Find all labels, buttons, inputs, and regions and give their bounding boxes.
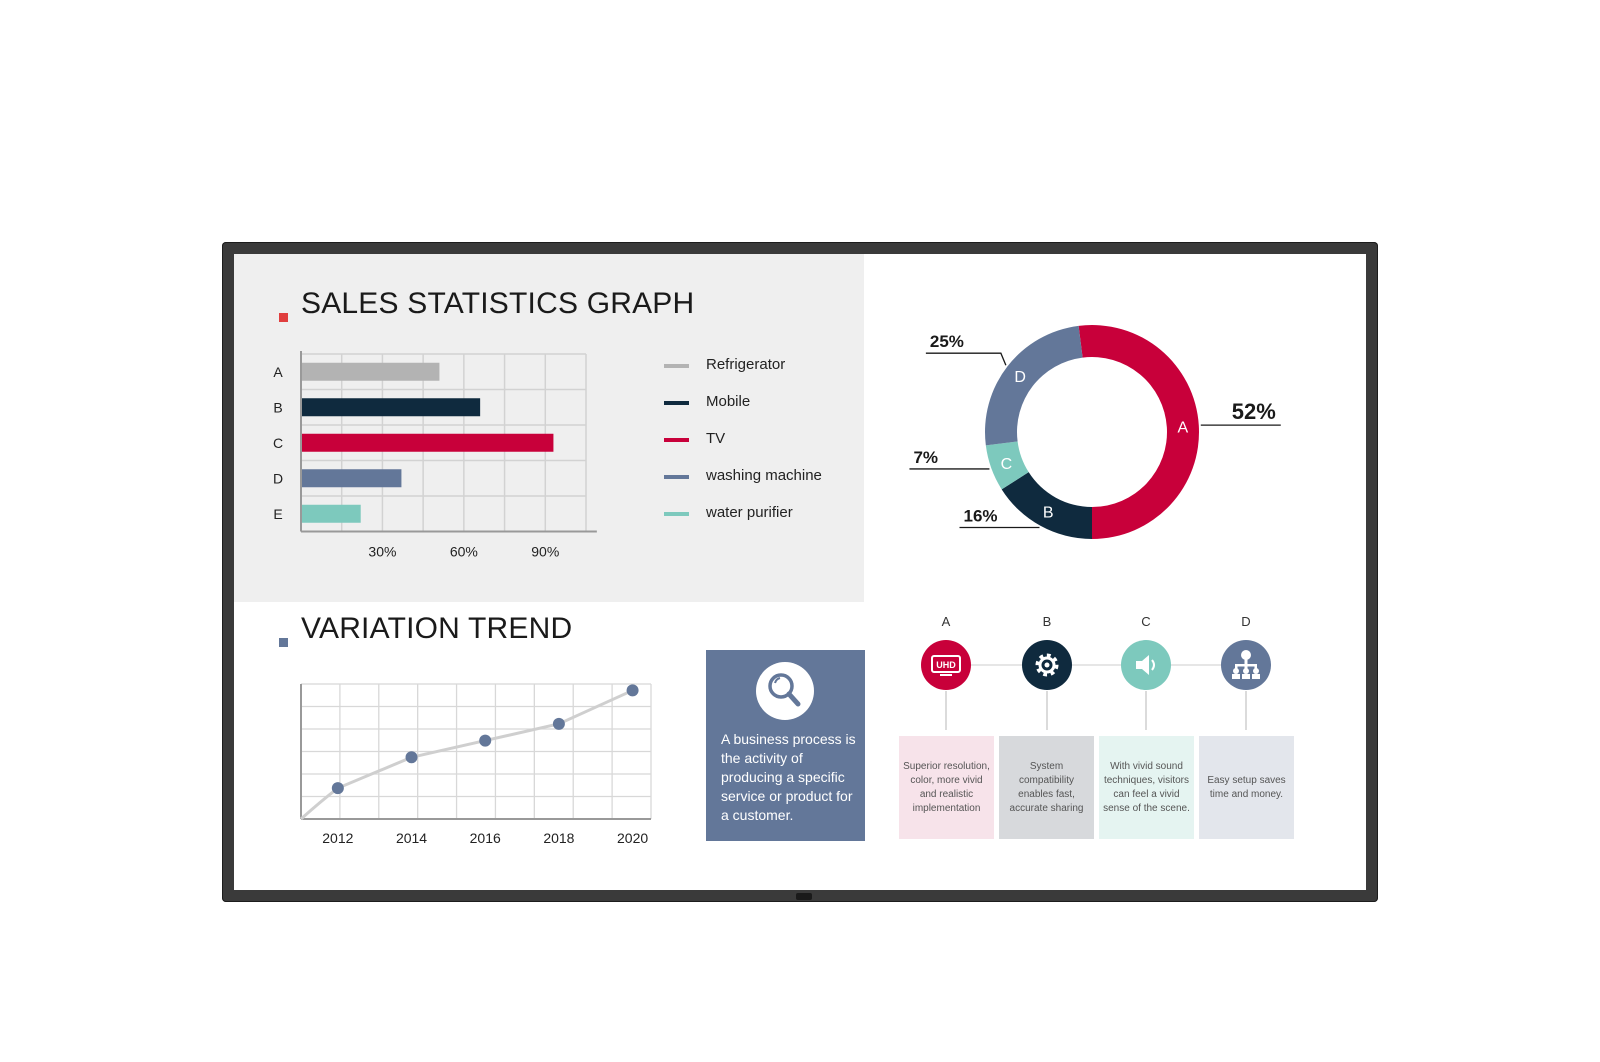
trend-title: VARIATION TREND — [301, 612, 573, 645]
trend-title-marker — [279, 638, 288, 647]
feature-connector-lines — [945, 664, 1247, 730]
speaker-icon — [1121, 640, 1171, 690]
uhd-icon-text: UHD — [936, 660, 956, 670]
legend-label-washing-machine: washing machine — [706, 467, 822, 484]
magnifier-icon — [756, 662, 814, 720]
donut-slice-b — [1001, 472, 1092, 539]
donut-slice-label: C — [1001, 456, 1013, 473]
legend-label-mobile: Mobile — [706, 393, 751, 410]
sales-bar-chart: A B C D E 30% 60% 90% — [273, 351, 597, 560]
bar-c — [302, 433, 554, 452]
trend-point-2012 — [331, 782, 344, 795]
trend-series-line — [299, 689, 634, 821]
sales-title-marker — [279, 313, 288, 322]
donut-value-label: 7% — [913, 448, 938, 467]
trend-point-2020 — [626, 684, 639, 697]
bar-x-tick-label: 60% — [450, 544, 478, 560]
sales-title: SALES STATISTICS GRAPH — [301, 287, 695, 320]
donut-slice-c — [985, 441, 1029, 490]
network-icon — [1221, 640, 1271, 690]
trend-point-2014 — [405, 751, 418, 764]
sales-legend: Refrigerator Mobile TV washing machine w… — [664, 354, 864, 539]
info-text: A business process is the activity of pr… — [721, 731, 856, 823]
feature-letter-c: C — [1141, 614, 1151, 629]
legend-swatch-mobile — [664, 401, 689, 405]
feature-letter-d: D — [1241, 614, 1251, 629]
bar-a — [302, 362, 440, 381]
donut-slice-label: D — [1014, 369, 1026, 386]
legend-item-water-purifier: water purifier — [664, 502, 864, 539]
uhd-icon: UHD — [921, 640, 971, 690]
legend-item-refrigerator: Refrigerator — [664, 354, 864, 391]
trend-x-tick-label: 2020 — [617, 830, 648, 846]
legend-swatch-washing-machine — [664, 475, 689, 479]
bar-category-label: D — [273, 470, 283, 486]
trend-x-tick-label: 2018 — [543, 830, 574, 846]
gear-icon — [1022, 640, 1072, 690]
bar-b — [302, 398, 481, 417]
bar-x-tick-label: 90% — [531, 544, 559, 560]
trend-x-tick-label: 2014 — [396, 830, 427, 846]
legend-label-refrigerator: Refrigerator — [706, 356, 786, 373]
feature-card-a: Superior resolution, color, more vivid a… — [899, 736, 994, 839]
donut-slice-label: A — [1177, 419, 1188, 436]
trend-x-tick-label: 2016 — [470, 830, 501, 846]
legend-item-mobile: Mobile — [664, 391, 864, 428]
bar-e — [302, 504, 361, 523]
sales-panel-background — [234, 254, 864, 602]
trend-point-2016 — [479, 734, 492, 747]
info-box: A business process is the activity of pr… — [706, 650, 865, 841]
trend-x-tick-label: 2012 — [322, 830, 353, 846]
donut-slice-a — [1078, 325, 1199, 539]
feature-card-b: System compatibility enables fast, accur… — [999, 736, 1094, 839]
display-screen: SALES STATISTICS GRAPH A B C D E 30% 60% 90% Re… — [234, 254, 1366, 890]
legend-swatch-refrigerator — [664, 364, 689, 368]
donut-value-label: 16% — [963, 507, 997, 526]
feature-letter-a: A — [941, 614, 951, 629]
donut-value-label: 25% — [930, 332, 964, 351]
feature-card-c: With vivid sound techniques, visitors ca… — [1099, 736, 1194, 839]
bar-category-label: C — [273, 435, 283, 451]
trend-point-2018 — [552, 717, 565, 730]
legend-label-tv: TV — [706, 430, 726, 447]
bar-category-label: A — [273, 364, 283, 380]
bar-category-label: E — [273, 506, 282, 522]
feature-card-d: Easy setup saves time and money. — [1199, 736, 1294, 839]
bar-category-label: B — [273, 399, 282, 415]
legend-swatch-water-purifier — [664, 512, 689, 516]
trend-line-chart: 2012 2014 2016 2018 2020 — [299, 683, 652, 846]
bar-x-tick-label: 30% — [368, 544, 396, 560]
donut-slice-label: B — [1043, 505, 1054, 522]
donut-leader-line — [925, 352, 1007, 366]
donut-value-label: 52% — [1232, 399, 1276, 424]
donut-slice-d — [985, 325, 1083, 446]
brand-logo — [796, 893, 812, 900]
legend-item-tv: TV — [664, 428, 864, 465]
feature-letter-b: B — [1042, 614, 1052, 629]
legend-item-washing-machine: washing machine — [664, 465, 864, 502]
bar-d — [302, 469, 402, 488]
legend-label-water-purifier: water purifier — [706, 504, 793, 521]
share-donut-chart: A B C D 52% 16% 7% 25% — [909, 325, 1281, 539]
legend-swatch-tv — [664, 438, 689, 442]
